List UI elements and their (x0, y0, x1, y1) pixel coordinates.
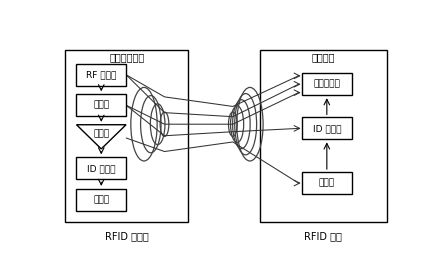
Text: 混频器: 混频器 (93, 101, 109, 110)
Text: ID 译码器: ID 译码器 (87, 164, 116, 173)
Bar (302, 117, 351, 140)
Text: RFID 读写码: RFID 读写码 (105, 232, 149, 241)
Text: 变量装载器: 变量装载器 (314, 80, 340, 89)
Bar (76, 157, 126, 179)
Text: ID 编码器: ID 编码器 (313, 124, 341, 133)
Text: 读／写器天线: 读／写器天线 (109, 52, 145, 62)
Text: RF 发生器: RF 发生器 (86, 70, 116, 79)
Bar (76, 189, 126, 211)
Polygon shape (76, 125, 126, 149)
Bar (76, 94, 126, 116)
Text: 显示器: 显示器 (93, 195, 109, 204)
Text: 振荡器: 振荡器 (319, 179, 335, 188)
Bar (260, 50, 387, 222)
Bar (65, 50, 188, 222)
Bar (76, 64, 126, 86)
Bar (302, 172, 351, 194)
Text: 滤波器: 滤波器 (93, 129, 109, 138)
Text: RFID 标签: RFID 标签 (304, 232, 342, 241)
Bar (302, 73, 351, 95)
Text: 标签天线: 标签天线 (312, 52, 335, 62)
